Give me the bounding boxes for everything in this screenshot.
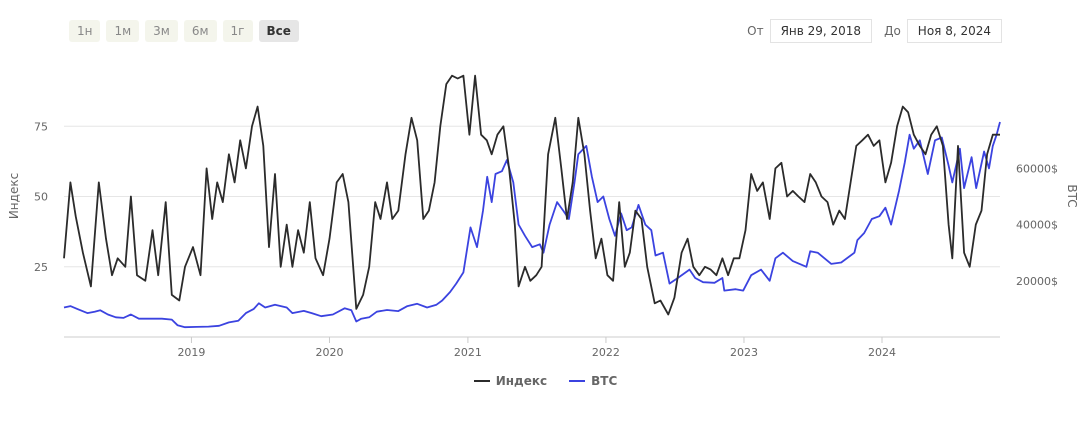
x-tick-label: 2021	[454, 346, 482, 359]
x-tick-label: 2023	[730, 346, 758, 359]
series-line-btc	[63, 121, 1001, 329]
y-axis-right-label: BTC	[1065, 184, 1079, 207]
series-layer	[63, 74, 1001, 329]
x-tick-label: 2024	[868, 346, 896, 359]
legend-swatch-btc	[569, 380, 586, 382]
date-to-label: До	[884, 24, 901, 38]
range-button-all[interactable]: Все	[258, 20, 299, 42]
series-line-index	[63, 74, 1000, 316]
date-range: От Янв 29, 2018 До Ноя 8, 2024	[741, 19, 1002, 43]
range-button-3m[interactable]: 3м	[145, 20, 178, 42]
range-button-1y[interactable]: 1г	[222, 20, 253, 42]
y-right-tick-label: 40000$	[1016, 219, 1058, 232]
legend-label-index: Индекс	[495, 374, 548, 388]
legend-item-index[interactable]: Индекс	[473, 374, 548, 388]
range-selector: 1н 1м 3м 6м 1г Все	[69, 20, 299, 42]
range-button-6m[interactable]: 6м	[183, 20, 217, 42]
legend-item-btc[interactable]: BTC	[569, 374, 617, 388]
range-button-1w[interactable]: 1н	[69, 20, 101, 42]
x-tick-label: 2020	[315, 346, 343, 359]
date-from-label: От	[747, 24, 764, 38]
grid	[64, 125, 1000, 338]
y-right-tick-label: 20000$	[1016, 275, 1058, 288]
axes: Индекс BTC 25 50 75 20000$ 40000$ 60000$ 2019 2…	[7, 120, 1079, 359]
y-right-tick-label: 60000$	[1016, 162, 1058, 175]
y-left-tick-label: 50	[34, 191, 48, 204]
legend-label-btc: BTC	[591, 374, 618, 388]
x-tick-label: 2019	[177, 346, 205, 359]
y-axis-left-label: Индекс	[7, 173, 21, 219]
date-from-input[interactable]: Янв 29, 2018	[769, 19, 873, 43]
x-tick-label: 2022	[592, 346, 620, 359]
y-left-tick-label: 25	[34, 261, 48, 274]
range-button-1m[interactable]: 1м	[106, 20, 140, 42]
legend: Индекс BTC	[0, 374, 1091, 388]
legend-swatch-index	[473, 380, 490, 382]
date-to-input[interactable]: Ноя 8, 2024	[906, 19, 1002, 43]
y-left-tick-label: 75	[34, 120, 48, 133]
